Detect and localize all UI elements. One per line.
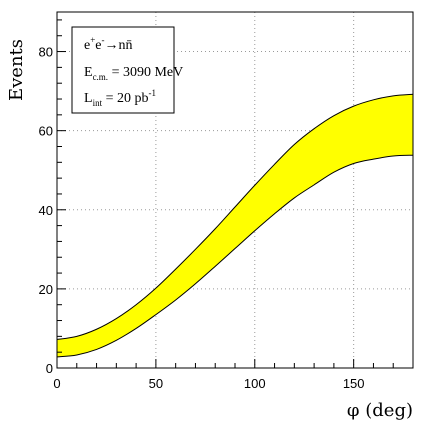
band-upper-edge <box>56 93 414 341</box>
x-tick-label: 50 <box>149 376 163 391</box>
axis-ticks <box>56 19 414 369</box>
legend-energy: Ec.m. = 3090 MeV <box>84 65 183 82</box>
x-tick-label: 0 <box>53 376 60 391</box>
legend-reaction: e+e-→nn̄ <box>84 35 133 53</box>
legend-luminosity: Lint = 20 pb-1 <box>84 88 156 108</box>
legend: e+e-→nn̄ Ec.m. = 3090 MeV Lint = 20 pb-1 <box>71 26 183 114</box>
y-axis-title: Events <box>6 39 27 101</box>
y-tick-label: 20 <box>39 282 53 297</box>
x-tick-label: 100 <box>244 376 266 391</box>
y-tick-label: 60 <box>39 124 53 139</box>
event-band <box>57 94 413 357</box>
y-tick-label: 80 <box>39 45 53 60</box>
x-axis-title: φ (deg) <box>347 400 413 421</box>
y-tick-label: 0 <box>46 361 53 376</box>
tick-labels: 0 50 100 150 0 20 40 60 80 <box>39 45 365 391</box>
legend-box <box>71 26 175 114</box>
y-tick-label: 40 <box>39 203 53 218</box>
x-tick-label: 150 <box>343 376 365 391</box>
band-lower-edge <box>56 154 414 358</box>
